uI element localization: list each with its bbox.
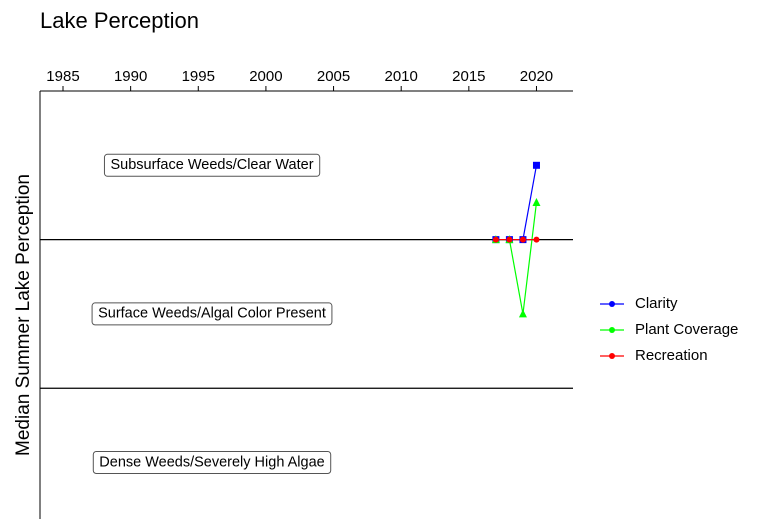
marker [506, 236, 513, 243]
x-tick-label: 2015 [452, 68, 485, 85]
x-tick-label: 1990 [114, 68, 147, 85]
marker [533, 236, 540, 243]
annotation-text: Dense Weeds/Severely High Algae [99, 454, 324, 470]
legend-marker [609, 353, 615, 359]
annotation: Subsurface Weeds/Clear Water [103, 153, 321, 177]
series-line [495, 165, 538, 241]
legend-label: Recreation [635, 347, 708, 364]
x-tick-label: 2010 [385, 68, 418, 85]
annotation: Dense Weeds/Severely High Algae [92, 451, 332, 475]
legend-marker [609, 301, 615, 307]
marker [492, 236, 499, 243]
x-tick-label: 2005 [317, 68, 350, 85]
marker [532, 161, 540, 169]
legend-label: Clarity [635, 295, 678, 312]
series-line [495, 202, 538, 315]
marker [532, 197, 541, 206]
x-tick-label: 2020 [520, 68, 553, 85]
legend-marker [609, 327, 615, 333]
x-tick-label: 1985 [46, 68, 79, 85]
y-axis-label: Median Summer Lake Perception [13, 174, 34, 456]
annotation-text: Surface Weeds/Algal Color Present [98, 306, 326, 322]
chart-title: Lake Perception [40, 8, 199, 33]
annotation-text: Subsurface Weeds/Clear Water [110, 157, 313, 173]
marker [518, 309, 527, 318]
x-tick-label: 1995 [182, 68, 215, 85]
x-tick-label: 2000 [249, 68, 282, 85]
annotation-box [103, 153, 321, 177]
annotation-box [91, 302, 333, 326]
annotation-box [92, 451, 332, 475]
marker [519, 236, 526, 243]
legend-label: Plant Coverage [635, 321, 738, 338]
annotation: Surface Weeds/Algal Color Present [91, 302, 333, 326]
